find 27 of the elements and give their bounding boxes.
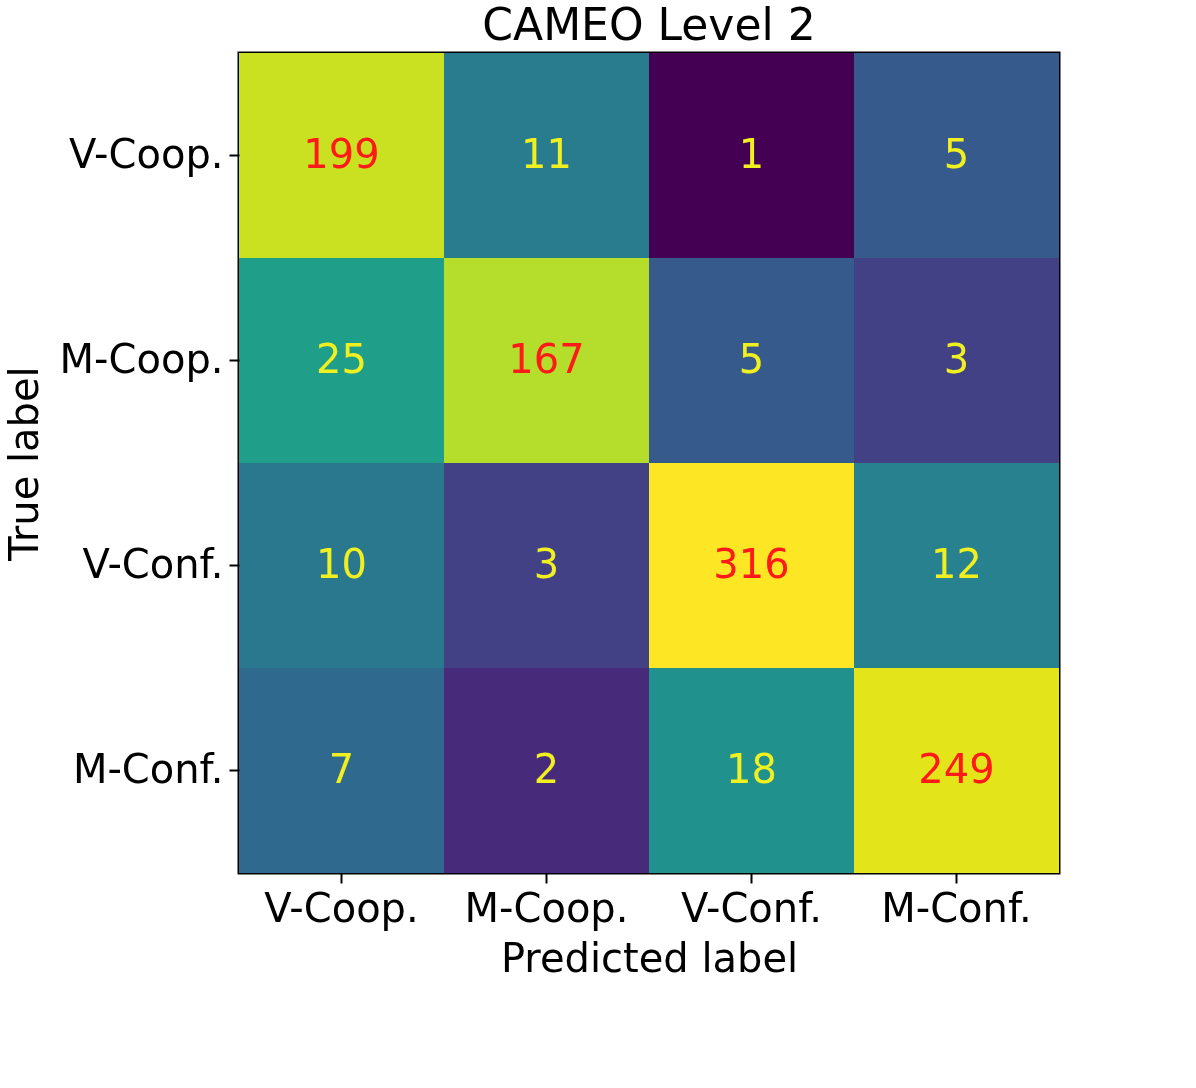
data-label: 5 [943, 130, 970, 177]
data-label: 25 [316, 335, 367, 382]
x-tick-label: V-Conf. [680, 884, 823, 931]
data-label: 12 [931, 540, 982, 587]
y-tick-label: M-Conf. [72, 745, 224, 792]
data-label: 18 [726, 745, 777, 792]
data-label: 167 [508, 335, 585, 382]
y-tick-label: V-Conf. [82, 540, 224, 587]
y-axis-title: True label [0, 366, 47, 562]
y-tick-label: V-Coop. [69, 130, 224, 177]
data-label: 11 [521, 130, 572, 177]
y-tick-label: M-Coop. [59, 335, 224, 382]
data-label: 3 [533, 540, 560, 587]
data-label: 2 [533, 745, 560, 792]
x-tick-label: V-Coop. [264, 884, 419, 931]
chart-title: CAMEO Level 2 [482, 0, 816, 50]
data-label: 199 [303, 130, 380, 177]
data-label: 5 [738, 335, 765, 382]
data-label: 316 [713, 540, 790, 587]
x-tick-label: M-Coop. [464, 884, 629, 931]
data-label: 1 [738, 130, 765, 177]
data-label: 3 [943, 335, 970, 382]
data-label: 7 [328, 745, 355, 792]
data-label: 249 [918, 745, 995, 792]
data-label: 10 [316, 540, 367, 587]
x-axis-title: Predicted label [500, 934, 799, 981]
x-tick-label: M-Conf. [881, 884, 1032, 931]
